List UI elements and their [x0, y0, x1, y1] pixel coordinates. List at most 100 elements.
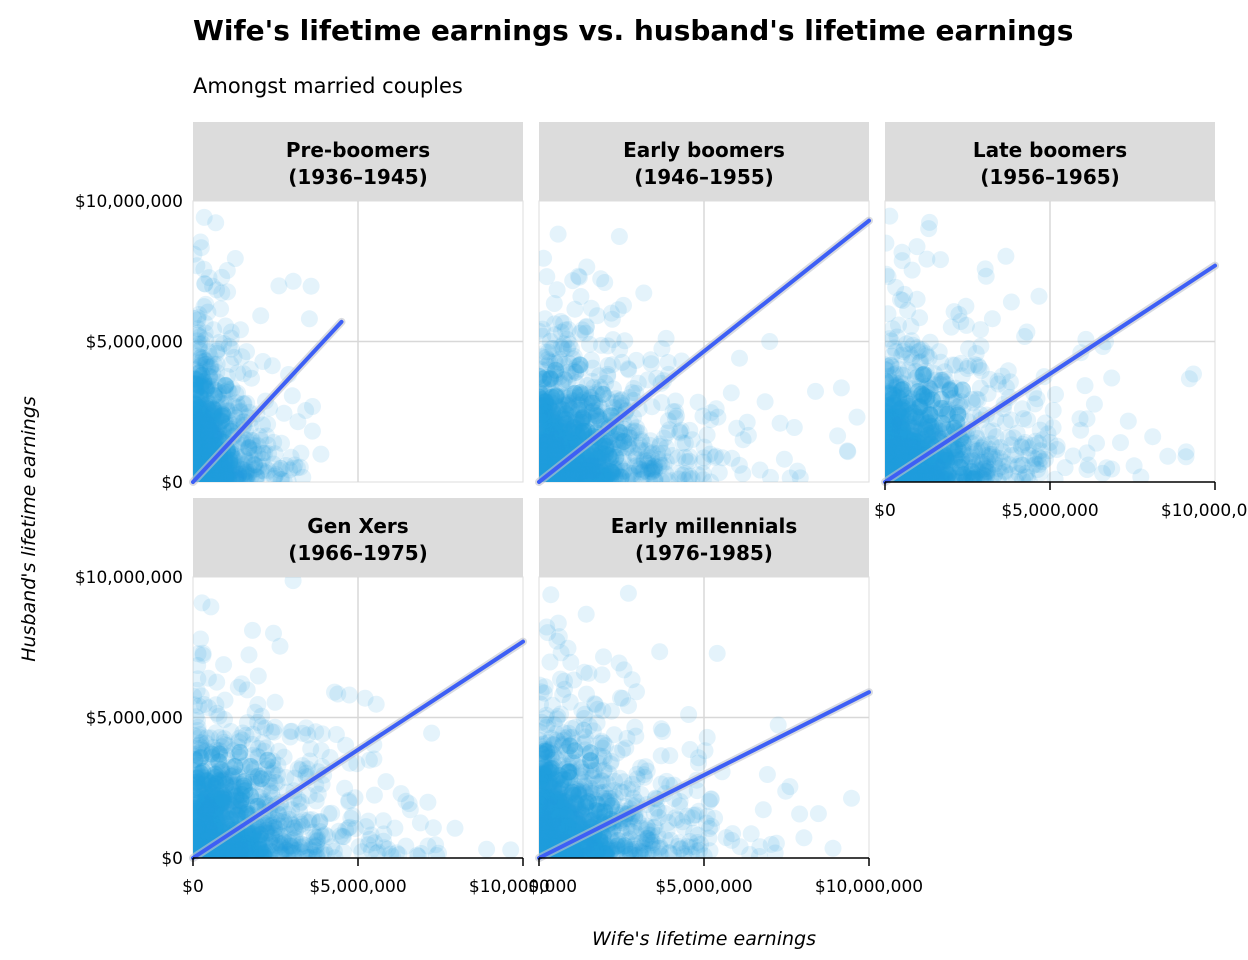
data-point [581, 408, 599, 426]
data-point [582, 457, 600, 475]
data-point [575, 409, 593, 427]
data-point [201, 402, 219, 420]
data-point [275, 802, 292, 820]
data-point [593, 336, 610, 354]
data-point [930, 470, 948, 482]
data-point [252, 718, 270, 735]
data-point [193, 825, 202, 843]
data-point [361, 830, 379, 848]
data-point [234, 794, 252, 812]
data-point [577, 472, 595, 482]
data-point [209, 428, 227, 446]
data-point [956, 456, 974, 473]
data-point [709, 408, 727, 426]
data-point [885, 424, 903, 442]
data-point [225, 742, 243, 760]
data-point [193, 431, 210, 449]
data-point [977, 447, 995, 465]
data-point [255, 815, 273, 833]
data-point [193, 448, 210, 466]
data-point [259, 757, 276, 775]
data-point [227, 844, 245, 858]
data-point [577, 454, 595, 472]
data-point [574, 409, 592, 427]
data-point [885, 452, 895, 470]
data-point [194, 386, 212, 404]
data-point [539, 393, 555, 411]
data-point [300, 310, 318, 328]
data-point [195, 796, 213, 814]
data-point [236, 830, 254, 848]
data-point [216, 383, 234, 401]
data-point [948, 398, 966, 416]
data-point [209, 469, 227, 482]
data-point [974, 461, 992, 479]
data-point [541, 441, 559, 458]
data-point [919, 460, 937, 478]
data-point [926, 365, 943, 383]
strip-years: (1976-1985) [635, 541, 773, 565]
data-point [248, 793, 265, 811]
data-point [539, 249, 553, 267]
data-point [627, 422, 645, 440]
data-point [890, 438, 908, 456]
data-point [543, 449, 561, 467]
data-point [892, 408, 910, 426]
data-point [204, 817, 222, 835]
data-point [605, 399, 623, 416]
data-point [193, 432, 205, 450]
data-point [559, 396, 576, 414]
data-point [891, 436, 909, 454]
data-point [1132, 468, 1150, 482]
data-point [312, 445, 330, 463]
data-point [887, 449, 905, 467]
data-point [193, 375, 211, 393]
data-point [198, 436, 216, 454]
data-point [539, 399, 553, 417]
data-point [539, 444, 548, 462]
data-point [223, 791, 241, 809]
data-point [658, 424, 676, 442]
data-point [312, 844, 330, 858]
data-point [562, 467, 580, 482]
data-point [210, 470, 228, 482]
data-point [539, 370, 552, 388]
data-point [707, 447, 725, 465]
data-point [979, 460, 997, 478]
data-point [646, 471, 664, 482]
data-point [1177, 443, 1195, 461]
data-point [217, 845, 235, 858]
data-point [539, 327, 552, 345]
data-point [885, 415, 902, 433]
data-point [208, 814, 225, 832]
data-point [1034, 431, 1052, 449]
data-point [885, 415, 894, 432]
data-point [311, 813, 329, 830]
data-point [195, 374, 213, 392]
data-point [193, 433, 206, 451]
data-point [249, 739, 267, 757]
data-point [204, 418, 222, 436]
data-point [193, 411, 206, 429]
data-point [346, 789, 364, 807]
data-point [210, 790, 228, 808]
data-point [885, 409, 899, 427]
data-point [217, 460, 235, 477]
data-point [912, 466, 929, 482]
data-point [972, 321, 989, 339]
data-point [220, 465, 238, 482]
data-point [539, 453, 551, 471]
data-point [209, 804, 227, 822]
data-point [723, 449, 741, 467]
data-point [629, 439, 647, 457]
data-point [925, 470, 943, 482]
data-point [885, 444, 900, 462]
data-point [911, 471, 929, 482]
data-point [215, 843, 233, 858]
data-point [216, 468, 234, 482]
data-point [545, 295, 563, 312]
data-point [226, 766, 244, 784]
data-point [885, 455, 900, 472]
strip-years: (1936–1945) [288, 165, 428, 189]
data-point [563, 423, 580, 441]
